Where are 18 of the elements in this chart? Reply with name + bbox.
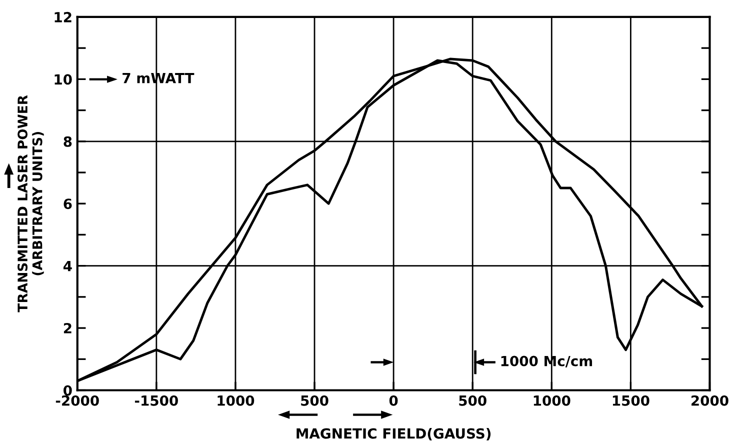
y-tick-label: 2 (64, 323, 72, 334)
x-tick-label: 1500 (612, 395, 650, 406)
y-tick-label: 0 (64, 385, 72, 396)
y-tick-label: 12 (54, 12, 72, 22)
x-tick-label: 0 (389, 395, 398, 406)
y-axis-title: TRANSMITTED LASER POWER (ARBITRARY UNITS) (18, 95, 44, 312)
y-tick-label: 8 (64, 136, 72, 147)
x-tick-label: 2000 (692, 395, 728, 406)
x-tick-label: 500 (301, 395, 328, 406)
x-tick-label: 1000 (218, 395, 254, 406)
x-tick-label: 1000 (534, 395, 570, 406)
y-tick-label: 10 (54, 74, 72, 85)
x-tick-label: -2000 (56, 395, 99, 406)
x-tick-label: 500 (459, 395, 486, 406)
x-tick-label: -1500 (134, 395, 178, 406)
x-axis-title: MAGNETIC FIELD(GAUSS) (296, 428, 491, 440)
y-tick-label: 4 (63, 260, 72, 272)
y-tick-label: 6 (64, 198, 72, 210)
